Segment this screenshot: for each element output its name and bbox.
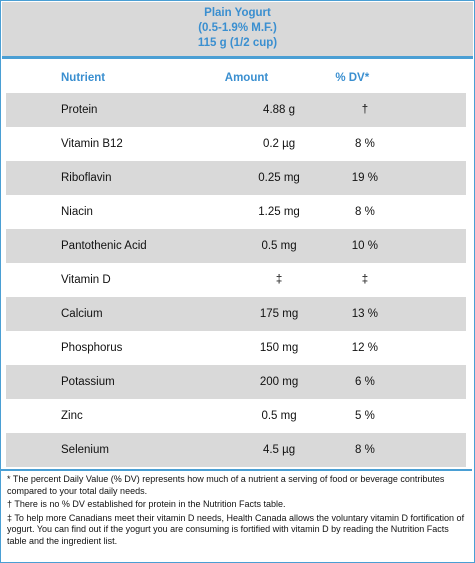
row-nutrient: Phosphorus — [61, 342, 123, 354]
footnote-vitamin-d: ‡ To help more Canadians meet their vita… — [7, 512, 465, 546]
table-row: Selenium 4.5 µg 8 % — [6, 433, 466, 467]
row-dv: 8 % — [354, 138, 375, 150]
row-amount: 0.5 mg — [223, 229, 335, 263]
row-spacer — [395, 297, 466, 331]
row-spacer — [395, 93, 466, 127]
header-spacer — [395, 63, 466, 93]
row-nutrient: Zinc — [61, 410, 83, 422]
table-row: Potassium 200 mg 6 % — [6, 365, 466, 399]
table-row: Calcium 175 mg 13 % — [6, 297, 466, 331]
row-spacer — [395, 365, 466, 399]
serving-size: 115 g (1/2 cup) — [197, 37, 278, 49]
row-nutrient: Protein — [6, 93, 224, 127]
row-nutrient: Riboflavin — [6, 161, 224, 195]
nutrient-table: Nutrient Amount % DV* Protein 4.88 g † V… — [6, 63, 466, 467]
row-dv: 8 % — [334, 433, 396, 467]
row-dv: 6 % — [334, 365, 396, 399]
row-amount: 175 mg — [223, 297, 335, 331]
row-spacer — [395, 263, 466, 297]
row-spacer — [395, 433, 466, 467]
row-nutrient: Potassium — [6, 365, 224, 399]
row-amount: 1.25 mg — [258, 206, 300, 218]
row-amount: ‡ — [275, 274, 283, 286]
header-nutrient: Nutrient — [61, 72, 106, 84]
table-row: Pantothenic Acid 0.5 mg 10 % — [6, 229, 466, 263]
row-spacer — [395, 195, 466, 229]
row-spacer — [395, 399, 466, 433]
row-nutrient: Pantothenic Acid — [6, 229, 224, 263]
table-row: Niacin 1.25 mg 8 % — [6, 195, 466, 229]
row-spacer — [395, 331, 466, 365]
row-amount: 150 mg — [259, 342, 299, 354]
row-dv: 10 % — [334, 229, 396, 263]
header-amount: Amount — [224, 72, 269, 84]
row-dv: 5 % — [354, 410, 375, 422]
header-dv: % DV* — [335, 72, 370, 84]
row-dv: 12 % — [351, 342, 378, 354]
row-dv: 8 % — [354, 206, 375, 218]
row-amount: 4.88 g — [223, 93, 335, 127]
table-row: Vitamin D ‡ ‡ — [6, 263, 466, 297]
row-dv: 13 % — [334, 297, 396, 331]
row-spacer — [395, 127, 466, 161]
footnote-protein: † There is no % DV established for prote… — [7, 499, 286, 509]
row-nutrient: Selenium — [6, 433, 224, 467]
table-row: Zinc 0.5 mg 5 % — [6, 399, 466, 433]
table-header-row: Nutrient Amount % DV* — [6, 63, 466, 93]
row-spacer — [395, 229, 466, 263]
fat-content: (0.5-1.9% M.F.) — [198, 22, 277, 34]
row-dv: † — [334, 93, 396, 127]
table-row: Riboflavin 0.25 mg 19 % — [6, 161, 466, 195]
row-dv: ‡ — [361, 274, 369, 286]
footnotes: * The percent Daily Value (% DV) represe… — [1, 469, 472, 561]
product-name: Plain Yogurt — [204, 7, 271, 19]
row-amount: 0.2 µg — [262, 138, 296, 150]
row-amount: 0.25 mg — [223, 161, 335, 195]
row-dv: 19 % — [334, 161, 396, 195]
table-row: Vitamin B12 0.2 µg 8 % — [6, 127, 466, 161]
row-nutrient: Vitamin B12 — [61, 138, 123, 150]
row-amount: 4.5 µg — [223, 433, 335, 467]
row-nutrient: Calcium — [6, 297, 224, 331]
table-row: Phosphorus 150 mg 12 % — [6, 331, 466, 365]
row-amount: 0.5 mg — [261, 410, 297, 422]
footnote-dv: * The percent Daily Value (% DV) represe… — [7, 474, 445, 496]
row-amount: 200 mg — [223, 365, 335, 399]
table-title: Plain Yogurt (0.5-1.9% M.F.) 115 g (1/2 … — [2, 2, 473, 59]
table-row: Protein 4.88 g † — [6, 93, 466, 127]
row-nutrient: Niacin — [61, 206, 93, 218]
row-nutrient: Vitamin D — [61, 274, 111, 286]
row-spacer — [395, 161, 466, 195]
